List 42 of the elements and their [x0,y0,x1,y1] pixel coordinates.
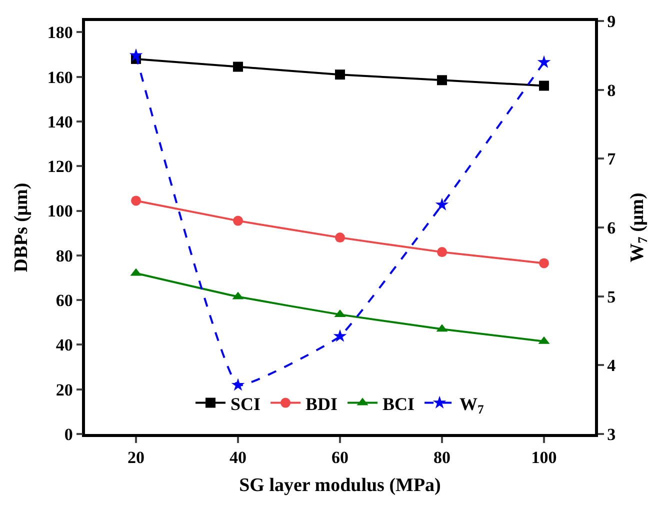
point [233,62,243,72]
y-tick-label: 140 [47,112,73,132]
y2-tick-label: 9 [607,12,616,31]
y-axis-title: DBPs (μm) [11,182,32,272]
point [437,247,447,258]
y2-tick-label: 4 [607,356,616,376]
point [437,75,447,86]
point [335,70,345,80]
y2-tick-label: 6 [607,218,616,238]
y-tick-label: 160 [47,68,73,87]
legend-label: BCI [382,394,415,414]
y-tick-label: 40 [56,336,73,355]
point [233,216,243,226]
y2-tick-label: 8 [607,80,616,100]
x-tick-label: 60 [332,448,348,468]
point [335,232,345,243]
x-tick-label: 20 [128,448,144,468]
point [333,329,347,342]
legend-label: W$_{7}$ [460,394,484,417]
y2-tick-label: 5 [607,287,616,306]
y2-tick-label: 3 [607,424,616,444]
x-axis-title: SG layer modulus (MPa) [239,474,441,496]
point [231,378,245,391]
point [131,196,141,206]
y2-tick-label: 7 [607,150,616,169]
point [537,55,551,68]
x-tick-label: 80 [434,448,450,468]
y-tick-label: 60 [56,291,73,310]
point [539,80,549,91]
y-tick-label: 120 [47,157,73,176]
legend-label: BDI [306,394,338,414]
legend-label: SCI [230,394,261,414]
y-tick-label: 180 [47,23,73,42]
x-tick-label: 40 [230,448,246,468]
y-tick-label: 0 [64,424,73,444]
point [435,198,449,210]
x-tick-label: 100 [531,448,557,468]
point [129,48,143,62]
point [539,258,549,268]
y-tick-label: 20 [56,380,73,400]
y-tick-label: 100 [47,202,73,221]
y-tick-label: 80 [56,246,73,266]
